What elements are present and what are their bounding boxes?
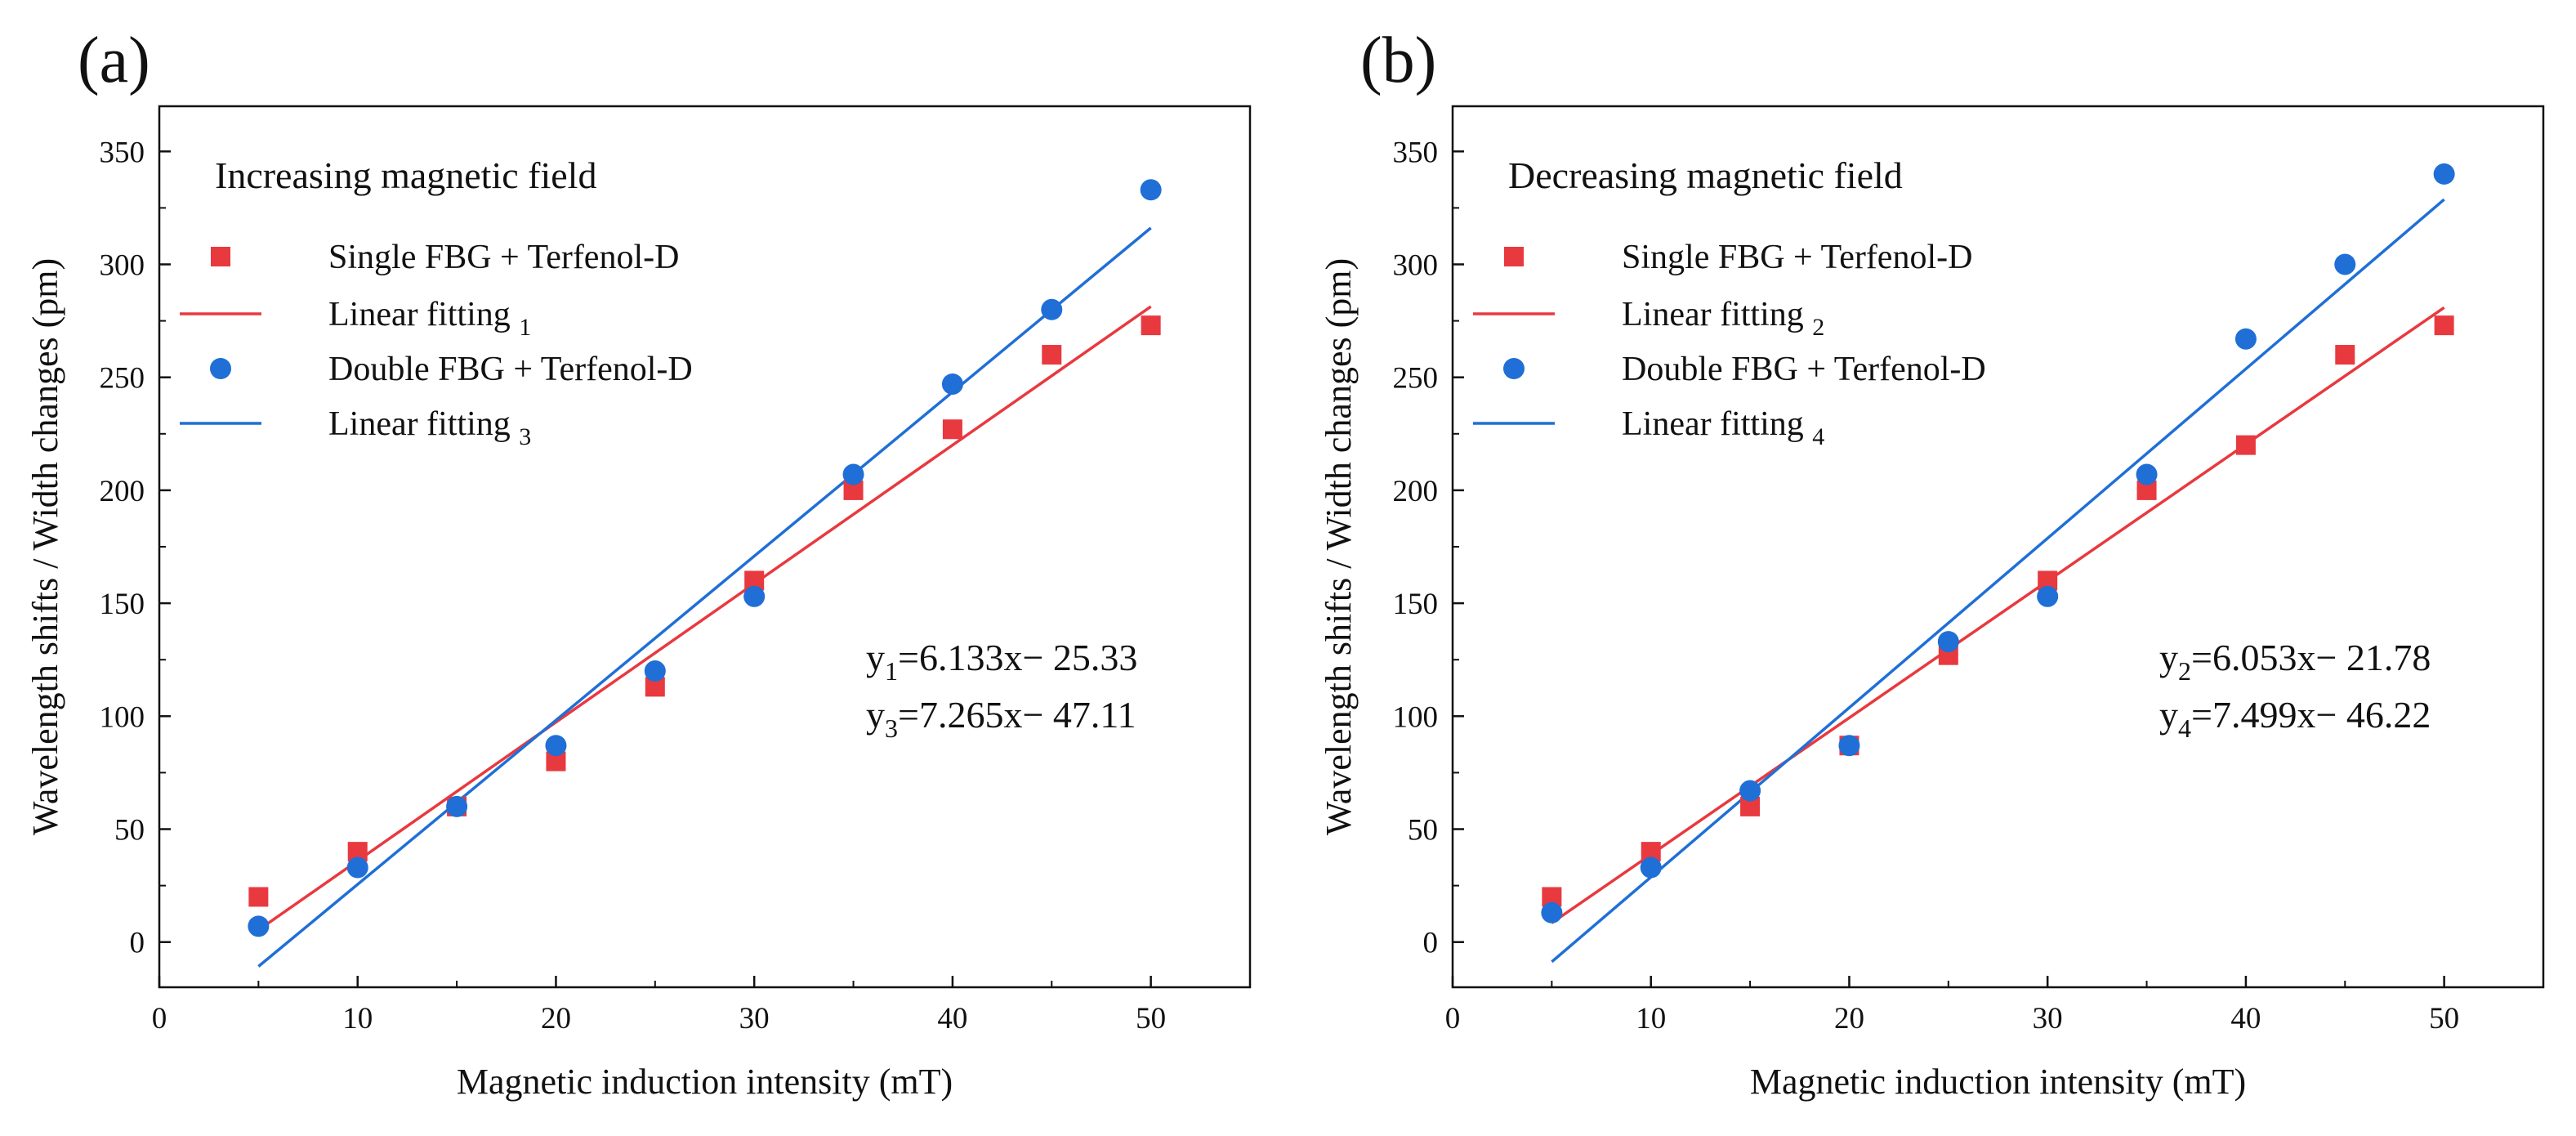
data-point-double-fbg [1739, 780, 1761, 802]
data-point-double-fbg [1041, 298, 1063, 320]
data-point-double-fbg [248, 915, 270, 937]
y-tick-label: 200 [1393, 475, 1439, 508]
x-tick-label: 0 [152, 1002, 167, 1035]
x-axis-title: Magnetic induction intensity (mT) [1750, 1062, 2246, 1102]
y-tick-label: 300 [1393, 248, 1439, 282]
data-point-double-fbg [2433, 163, 2455, 185]
x-tick-label: 30 [739, 1002, 770, 1035]
legend-item: Linear fitting 1 [180, 296, 531, 341]
y-tick-label: 350 [100, 136, 145, 169]
data-point-single-fbg [1141, 315, 1161, 336]
panel-a: (a) 0 10 20 30 40 50 0 50 100 150 200 250 300 350 Magne… [25, 25, 1252, 1102]
legend-marker-circle [1503, 358, 1525, 379]
fit-line-3 [257, 226, 1152, 968]
legend-item: Linear fitting 4 [1473, 405, 1824, 450]
y-tick-label: 300 [100, 248, 145, 282]
data-point-double-fbg [2334, 253, 2356, 275]
legend-label: Linear fitting 1 [328, 296, 531, 341]
legend-title: Increasing magnetic field [215, 154, 596, 196]
legend-item: Single FBG + Terfenol-D [1504, 239, 1972, 276]
legend-item: Linear fitting 3 [180, 405, 531, 450]
y-tick-label: 100 [100, 700, 145, 734]
fit-equation: y1=6.133x− 25.33 [866, 637, 1137, 686]
x-tick-label: 10 [342, 1002, 373, 1035]
y-tick-label: 100 [1393, 700, 1439, 734]
legend-label: Single FBG + Terfenol-D [328, 239, 679, 276]
data-point-double-fbg [1541, 901, 1563, 924]
fit-line-2 [1551, 306, 2445, 924]
fit-equation: y2=6.053x− 21.78 [2159, 637, 2431, 686]
data-point-double-fbg [2037, 585, 2059, 607]
legend-marker-circle [210, 358, 231, 379]
y-tick-label: 250 [1393, 362, 1439, 396]
legend-label: Double FBG + Terfenol-D [1622, 351, 1986, 388]
data-point-single-fbg [2335, 345, 2355, 365]
x-tick-label: 20 [541, 1002, 571, 1035]
data-point-double-fbg [743, 585, 766, 607]
data-point-double-fbg [941, 373, 963, 395]
x-tick-label: 40 [937, 1002, 967, 1035]
x-tick-label: 40 [2230, 1002, 2261, 1035]
y-tick-label: 250 [100, 362, 145, 396]
panel-b: (b) 0 10 20 30 40 50 0 50 100 150 200 250 300 350 Magne… [1319, 25, 2545, 1102]
x-tick-label: 50 [1136, 1002, 1166, 1035]
legend-item: Single FBG + Terfenol-D [211, 239, 679, 276]
legend-label: Linear fitting 4 [1622, 405, 1824, 450]
y-tick-label: 150 [100, 588, 145, 621]
panel-label: (b) [1360, 25, 1436, 96]
legend-label: Double FBG + Terfenol-D [328, 351, 693, 388]
x-tick-label: 50 [2429, 1002, 2459, 1035]
y-axis-title: Wavelength shifts / Width changes (pm) [25, 258, 65, 835]
y-tick-label: 0 [130, 927, 145, 960]
legend-item: Linear fitting 2 [1473, 296, 1824, 341]
legend-title: Decreasing magnetic field [1508, 154, 1903, 196]
x-tick-label: 30 [2033, 1002, 2063, 1035]
legend-marker-square [211, 247, 230, 266]
fit-equation: y3=7.265x− 47.11 [866, 694, 1136, 743]
x-axis-title: Magnetic induction intensity (mT) [457, 1062, 953, 1102]
panel-label: (a) [78, 25, 150, 96]
data-point-double-fbg [1937, 631, 1959, 653]
data-point-double-fbg [1140, 179, 1162, 201]
legend-item: Double FBG + Terfenol-D [210, 351, 693, 388]
data-point-single-fbg [1042, 345, 1062, 365]
data-point-double-fbg [1640, 856, 1662, 879]
x-tick-label: 10 [1636, 1002, 1666, 1035]
data-point-double-fbg [446, 795, 468, 817]
y-axis-title: Wavelength shifts / Width changes (pm) [1319, 258, 1359, 835]
y-tick-label: 0 [1423, 927, 1439, 960]
y-tick-label: 150 [1393, 588, 1439, 621]
data-point-single-fbg [942, 419, 962, 440]
data-point-double-fbg [1838, 735, 1860, 757]
plot-frame [1451, 105, 2545, 989]
legend-marker-square [1504, 247, 1524, 266]
data-point-double-fbg [545, 735, 567, 757]
legend-label: Linear fitting 3 [328, 405, 531, 450]
x-tick-label: 20 [1834, 1002, 1864, 1035]
y-tick-label: 50 [1408, 814, 1438, 848]
legend-label: Linear fitting 2 [1622, 296, 1824, 341]
y-tick-label: 350 [1393, 136, 1439, 169]
data-point-double-fbg [2234, 328, 2257, 350]
data-point-single-fbg [2235, 435, 2256, 455]
fit-line-4 [1551, 198, 2445, 964]
y-tick-label: 200 [100, 475, 145, 508]
y-tick-label: 50 [114, 814, 145, 848]
fit-equation: y4=7.499x− 46.22 [2159, 694, 2431, 743]
data-point-single-fbg [2434, 315, 2454, 336]
legend-item: Double FBG + Terfenol-D [1503, 351, 1986, 388]
data-point-single-fbg [248, 887, 269, 907]
data-point-double-fbg [842, 463, 864, 485]
fit-line-1 [257, 305, 1152, 932]
data-point-double-fbg [2136, 463, 2158, 485]
x-tick-label: 0 [1445, 1002, 1461, 1035]
data-point-double-fbg [644, 660, 666, 682]
plot-frame [158, 105, 1252, 989]
legend-label: Single FBG + Terfenol-D [1622, 239, 1972, 276]
data-point-double-fbg [346, 856, 368, 879]
